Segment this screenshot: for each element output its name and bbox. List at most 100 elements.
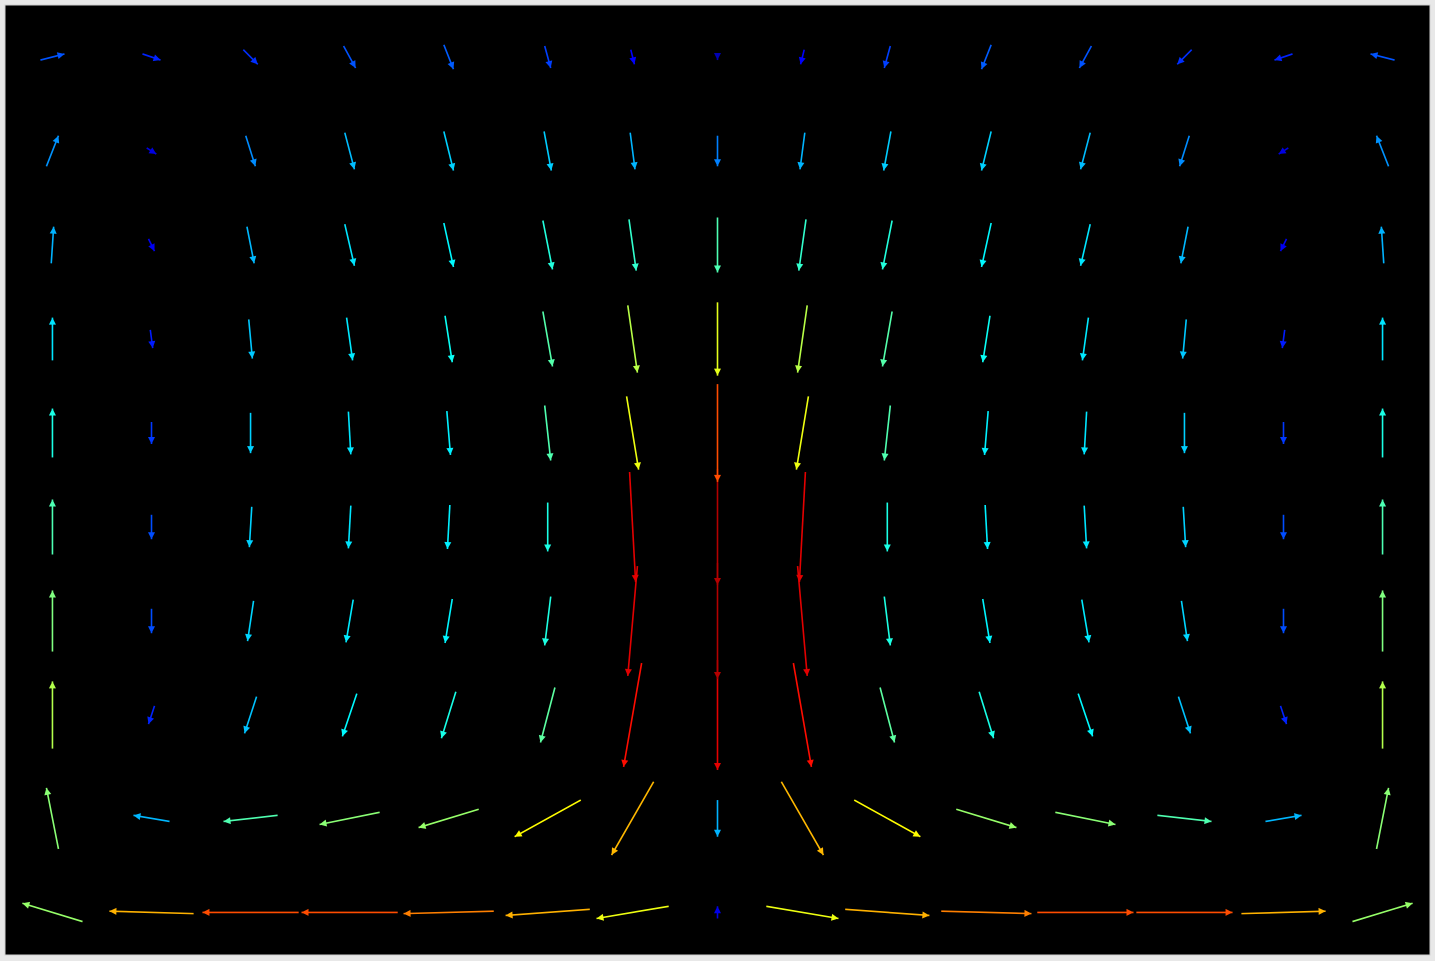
arrow (795, 305, 809, 373)
arrow (1136, 908, 1233, 916)
arrow-shaft (45, 787, 60, 850)
arrow (543, 45, 553, 69)
arrow-head (1179, 351, 1187, 359)
arrow (780, 781, 825, 856)
arrow-head (109, 907, 117, 915)
arrow (342, 45, 357, 69)
arrow-head (1078, 258, 1086, 266)
arrow-shaft (845, 908, 930, 917)
arrow-shaft (626, 305, 639, 373)
arrow-shaft (956, 808, 1017, 829)
arrow-head (22, 901, 31, 909)
arrow-head (629, 56, 637, 65)
arrow-head (440, 730, 447, 739)
arrow (714, 135, 721, 167)
arrow-head (882, 60, 890, 68)
arrow-head (341, 728, 348, 737)
arrow (22, 901, 83, 923)
arrow-shaft (941, 910, 1032, 915)
arrow-head (1178, 255, 1186, 264)
arrow (247, 319, 256, 359)
arrow-shaft (628, 471, 637, 583)
arrow-head (319, 819, 328, 827)
arrow (109, 907, 194, 915)
arrow-head (546, 163, 554, 171)
arrow-head (798, 56, 806, 65)
arrow-head (1280, 436, 1287, 444)
arrow (1379, 590, 1387, 652)
arrow-head (1079, 60, 1086, 68)
arrow-head (889, 734, 897, 743)
arrow (223, 814, 278, 825)
arrow (544, 502, 552, 552)
arrow-head (447, 61, 455, 70)
arrow-head (1182, 633, 1190, 642)
arrow-head (983, 541, 991, 549)
arrow-shaft (223, 814, 278, 823)
arrow-shaft (881, 311, 893, 367)
arrow-shaft (853, 799, 921, 838)
arrow-shaft (796, 305, 809, 373)
arrow-head (44, 787, 52, 796)
arrow-head (1274, 54, 1283, 62)
arrow (1078, 45, 1093, 69)
arrow (49, 226, 57, 264)
arrow (147, 705, 156, 725)
arrow (48, 499, 56, 555)
arrow-head (816, 847, 824, 856)
arrow-shaft (610, 781, 655, 856)
arrow-head (714, 829, 721, 837)
arrow (242, 49, 259, 65)
arrow (980, 315, 991, 363)
arrow (48, 408, 56, 458)
arrow-head (346, 447, 354, 455)
arrow (629, 49, 637, 65)
arrow-shaft (1375, 787, 1390, 850)
arrow (883, 502, 891, 552)
arrow (40, 52, 65, 61)
arrow-shaft (796, 565, 809, 677)
arrow (1379, 408, 1387, 458)
arrow-head (52, 135, 60, 144)
arrow-shaft (345, 599, 354, 643)
arrow (1081, 411, 1089, 455)
arrow-head (442, 635, 450, 643)
arrow-shaft (780, 781, 825, 856)
arrow-head (49, 226, 57, 234)
arrow (979, 131, 992, 171)
arrow-head (830, 913, 839, 921)
arrow (596, 905, 669, 921)
arrow-shaft (1081, 317, 1090, 361)
arrow (1178, 135, 1191, 167)
arrow (146, 147, 157, 155)
arrow (247, 412, 255, 454)
arrow-head (249, 255, 257, 264)
arrow-shaft (1079, 224, 1091, 266)
arrow-shaft (879, 687, 896, 743)
arrow (542, 596, 552, 646)
arrow (148, 514, 155, 540)
arrow (714, 384, 721, 482)
arrow-head (621, 759, 629, 767)
arrow-head (881, 453, 889, 461)
arrow (202, 908, 299, 916)
arrow-head (1278, 147, 1287, 155)
arrow-head (1279, 340, 1287, 349)
arrow (1178, 226, 1189, 264)
arrow (628, 219, 639, 271)
arrow (346, 411, 354, 455)
arrow (345, 505, 353, 549)
arrow (443, 222, 456, 268)
arrow (1180, 600, 1190, 642)
arrow (796, 471, 807, 583)
arrow-shaft (981, 598, 991, 644)
arrow (626, 305, 640, 373)
arrow (1265, 813, 1302, 823)
arrow (443, 131, 456, 171)
arrow-head (1375, 135, 1383, 144)
arrow (1176, 49, 1193, 65)
arrow (629, 132, 638, 170)
arrow-shaft (22, 902, 83, 923)
arrow-shaft (446, 410, 452, 456)
